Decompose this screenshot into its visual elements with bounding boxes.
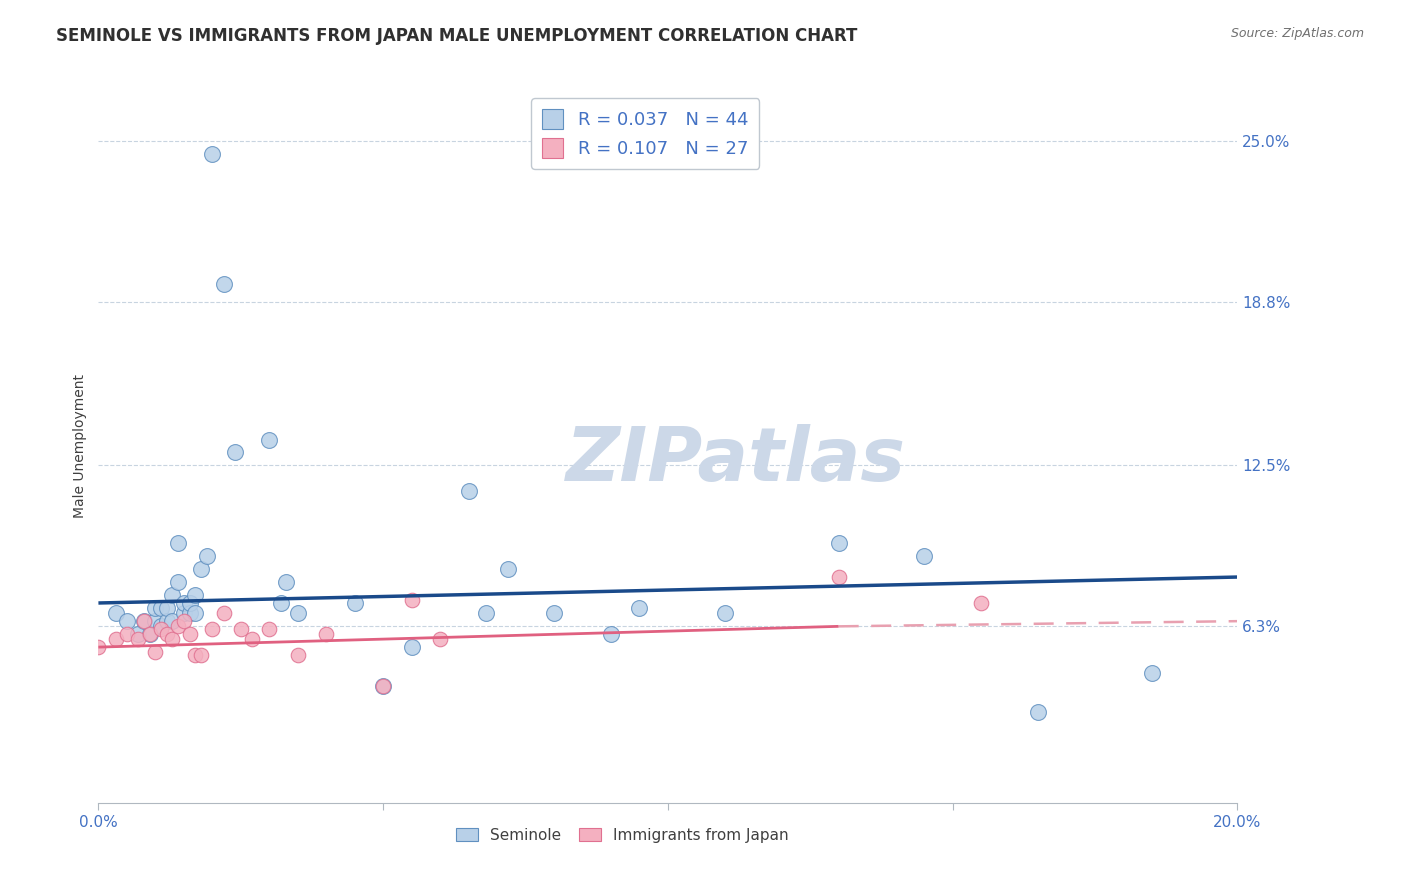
Y-axis label: Male Unemployment: Male Unemployment xyxy=(73,374,87,518)
Point xyxy=(543,607,565,621)
Text: SEMINOLE VS IMMIGRANTS FROM JAPAN MALE UNEMPLOYMENT CORRELATION CHART: SEMINOLE VS IMMIGRANTS FROM JAPAN MALE U… xyxy=(56,27,858,45)
Point xyxy=(138,627,160,641)
Point xyxy=(195,549,218,564)
Point xyxy=(184,607,207,621)
Point xyxy=(138,627,160,641)
Point xyxy=(315,627,337,641)
Point xyxy=(190,648,212,662)
Point xyxy=(156,627,179,641)
Point xyxy=(132,614,155,628)
Point xyxy=(87,640,110,654)
Point xyxy=(229,622,252,636)
Point xyxy=(179,627,201,641)
Point xyxy=(212,277,235,291)
Point xyxy=(162,632,184,647)
Point xyxy=(1026,705,1049,719)
Point xyxy=(373,679,395,693)
Point xyxy=(150,601,173,615)
Point xyxy=(156,614,179,628)
Point xyxy=(828,536,851,550)
Point xyxy=(184,648,207,662)
Text: ZIPatlas: ZIPatlas xyxy=(567,424,907,497)
Point xyxy=(173,596,195,610)
Point xyxy=(1140,666,1163,681)
Point xyxy=(628,601,651,615)
Point xyxy=(600,627,623,641)
Point xyxy=(179,596,201,610)
Point xyxy=(474,607,496,621)
Point xyxy=(179,607,201,621)
Point xyxy=(714,607,737,621)
Point xyxy=(259,433,281,447)
Point xyxy=(276,575,298,590)
Point xyxy=(104,607,127,621)
Point xyxy=(201,622,224,636)
Point xyxy=(429,632,451,647)
Point xyxy=(173,614,195,628)
Point xyxy=(970,596,993,610)
Point xyxy=(373,679,395,693)
Point xyxy=(150,619,173,633)
Point xyxy=(145,601,167,615)
Point xyxy=(167,575,190,590)
Point xyxy=(167,536,190,550)
Point xyxy=(104,632,127,647)
Point xyxy=(145,645,167,659)
Point xyxy=(212,607,235,621)
Point xyxy=(498,562,520,576)
Point xyxy=(145,614,167,628)
Point xyxy=(457,484,479,499)
Point xyxy=(270,596,292,610)
Point xyxy=(912,549,935,564)
Point xyxy=(173,607,195,621)
Point xyxy=(401,640,423,654)
Point xyxy=(201,147,224,161)
Point xyxy=(127,627,149,641)
Point xyxy=(115,627,138,641)
Point xyxy=(115,614,138,628)
Point xyxy=(343,596,366,610)
Point xyxy=(401,593,423,607)
Point xyxy=(828,570,851,584)
Point xyxy=(167,619,190,633)
Text: Source: ZipAtlas.com: Source: ZipAtlas.com xyxy=(1230,27,1364,40)
Point xyxy=(127,632,149,647)
Point xyxy=(259,622,281,636)
Point xyxy=(162,614,184,628)
Point xyxy=(156,601,179,615)
Point xyxy=(132,614,155,628)
Point xyxy=(287,648,309,662)
Point xyxy=(287,607,309,621)
Point xyxy=(162,588,184,602)
Point xyxy=(240,632,263,647)
Point xyxy=(184,588,207,602)
Point xyxy=(150,622,173,636)
Point xyxy=(224,445,246,459)
Point xyxy=(190,562,212,576)
Legend: Seminole, Immigrants from Japan: Seminole, Immigrants from Japan xyxy=(450,822,794,848)
